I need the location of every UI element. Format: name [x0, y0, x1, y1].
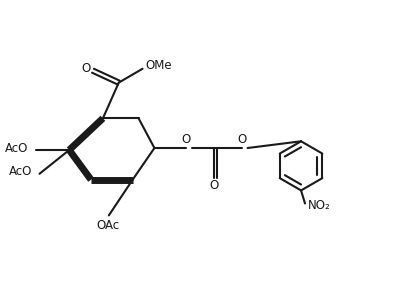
Text: AcO: AcO	[9, 165, 32, 178]
Text: O: O	[209, 179, 218, 192]
Text: O: O	[237, 133, 246, 146]
Text: O: O	[182, 133, 191, 146]
Text: AcO: AcO	[5, 142, 28, 154]
Text: OAc: OAc	[96, 219, 120, 232]
Text: O: O	[82, 62, 91, 75]
Text: OMe: OMe	[145, 59, 172, 73]
Text: NO₂: NO₂	[308, 199, 331, 212]
